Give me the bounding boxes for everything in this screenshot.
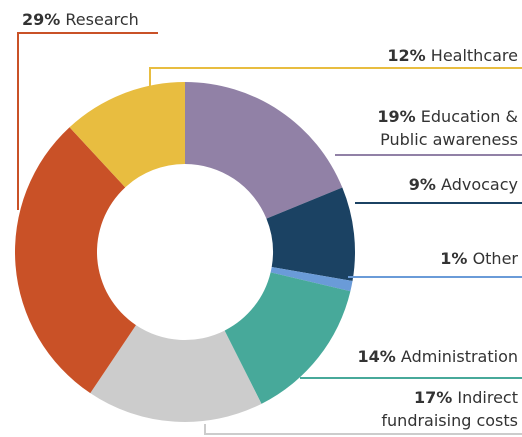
value-label: 17% bbox=[414, 388, 453, 407]
segment-label: 17% Indirect fundraising costs bbox=[343, 386, 518, 432]
donut-segment bbox=[266, 187, 355, 281]
category-label: Education & Public awareness bbox=[380, 107, 518, 149]
donut-segment bbox=[224, 272, 351, 404]
donut-segment bbox=[14, 127, 136, 394]
segment-label: 12% Healthcare bbox=[387, 44, 518, 67]
value-label: 19% bbox=[377, 107, 416, 126]
value-label: 9% bbox=[408, 175, 436, 194]
category-label: Administration bbox=[400, 347, 518, 366]
leader-line bbox=[149, 67, 522, 115]
category-label: Indirect fundraising costs bbox=[381, 388, 518, 430]
value-label: 29% bbox=[22, 10, 61, 29]
category-label: Advocacy bbox=[441, 175, 518, 194]
segment-label: 14% Administration bbox=[358, 345, 518, 368]
category-label: Research bbox=[65, 10, 139, 29]
leader-line bbox=[204, 424, 522, 435]
segment-label: 29% Research bbox=[22, 8, 139, 31]
value-label: 14% bbox=[357, 347, 396, 366]
category-label: Other bbox=[472, 249, 518, 268]
value-label: 1% bbox=[440, 249, 468, 268]
value-label: 12% bbox=[387, 46, 426, 65]
segment-label: 9% Advocacy bbox=[409, 173, 518, 196]
donut-segment bbox=[69, 82, 185, 188]
donut-segment bbox=[90, 325, 262, 422]
leader-line bbox=[17, 32, 158, 210]
donut-segment bbox=[270, 266, 353, 292]
segment-label: 19% Education & Public awareness bbox=[343, 105, 518, 151]
donut-segment bbox=[185, 82, 343, 219]
segment-label: 1% Other bbox=[440, 247, 518, 270]
category-label: Healthcare bbox=[430, 46, 518, 65]
